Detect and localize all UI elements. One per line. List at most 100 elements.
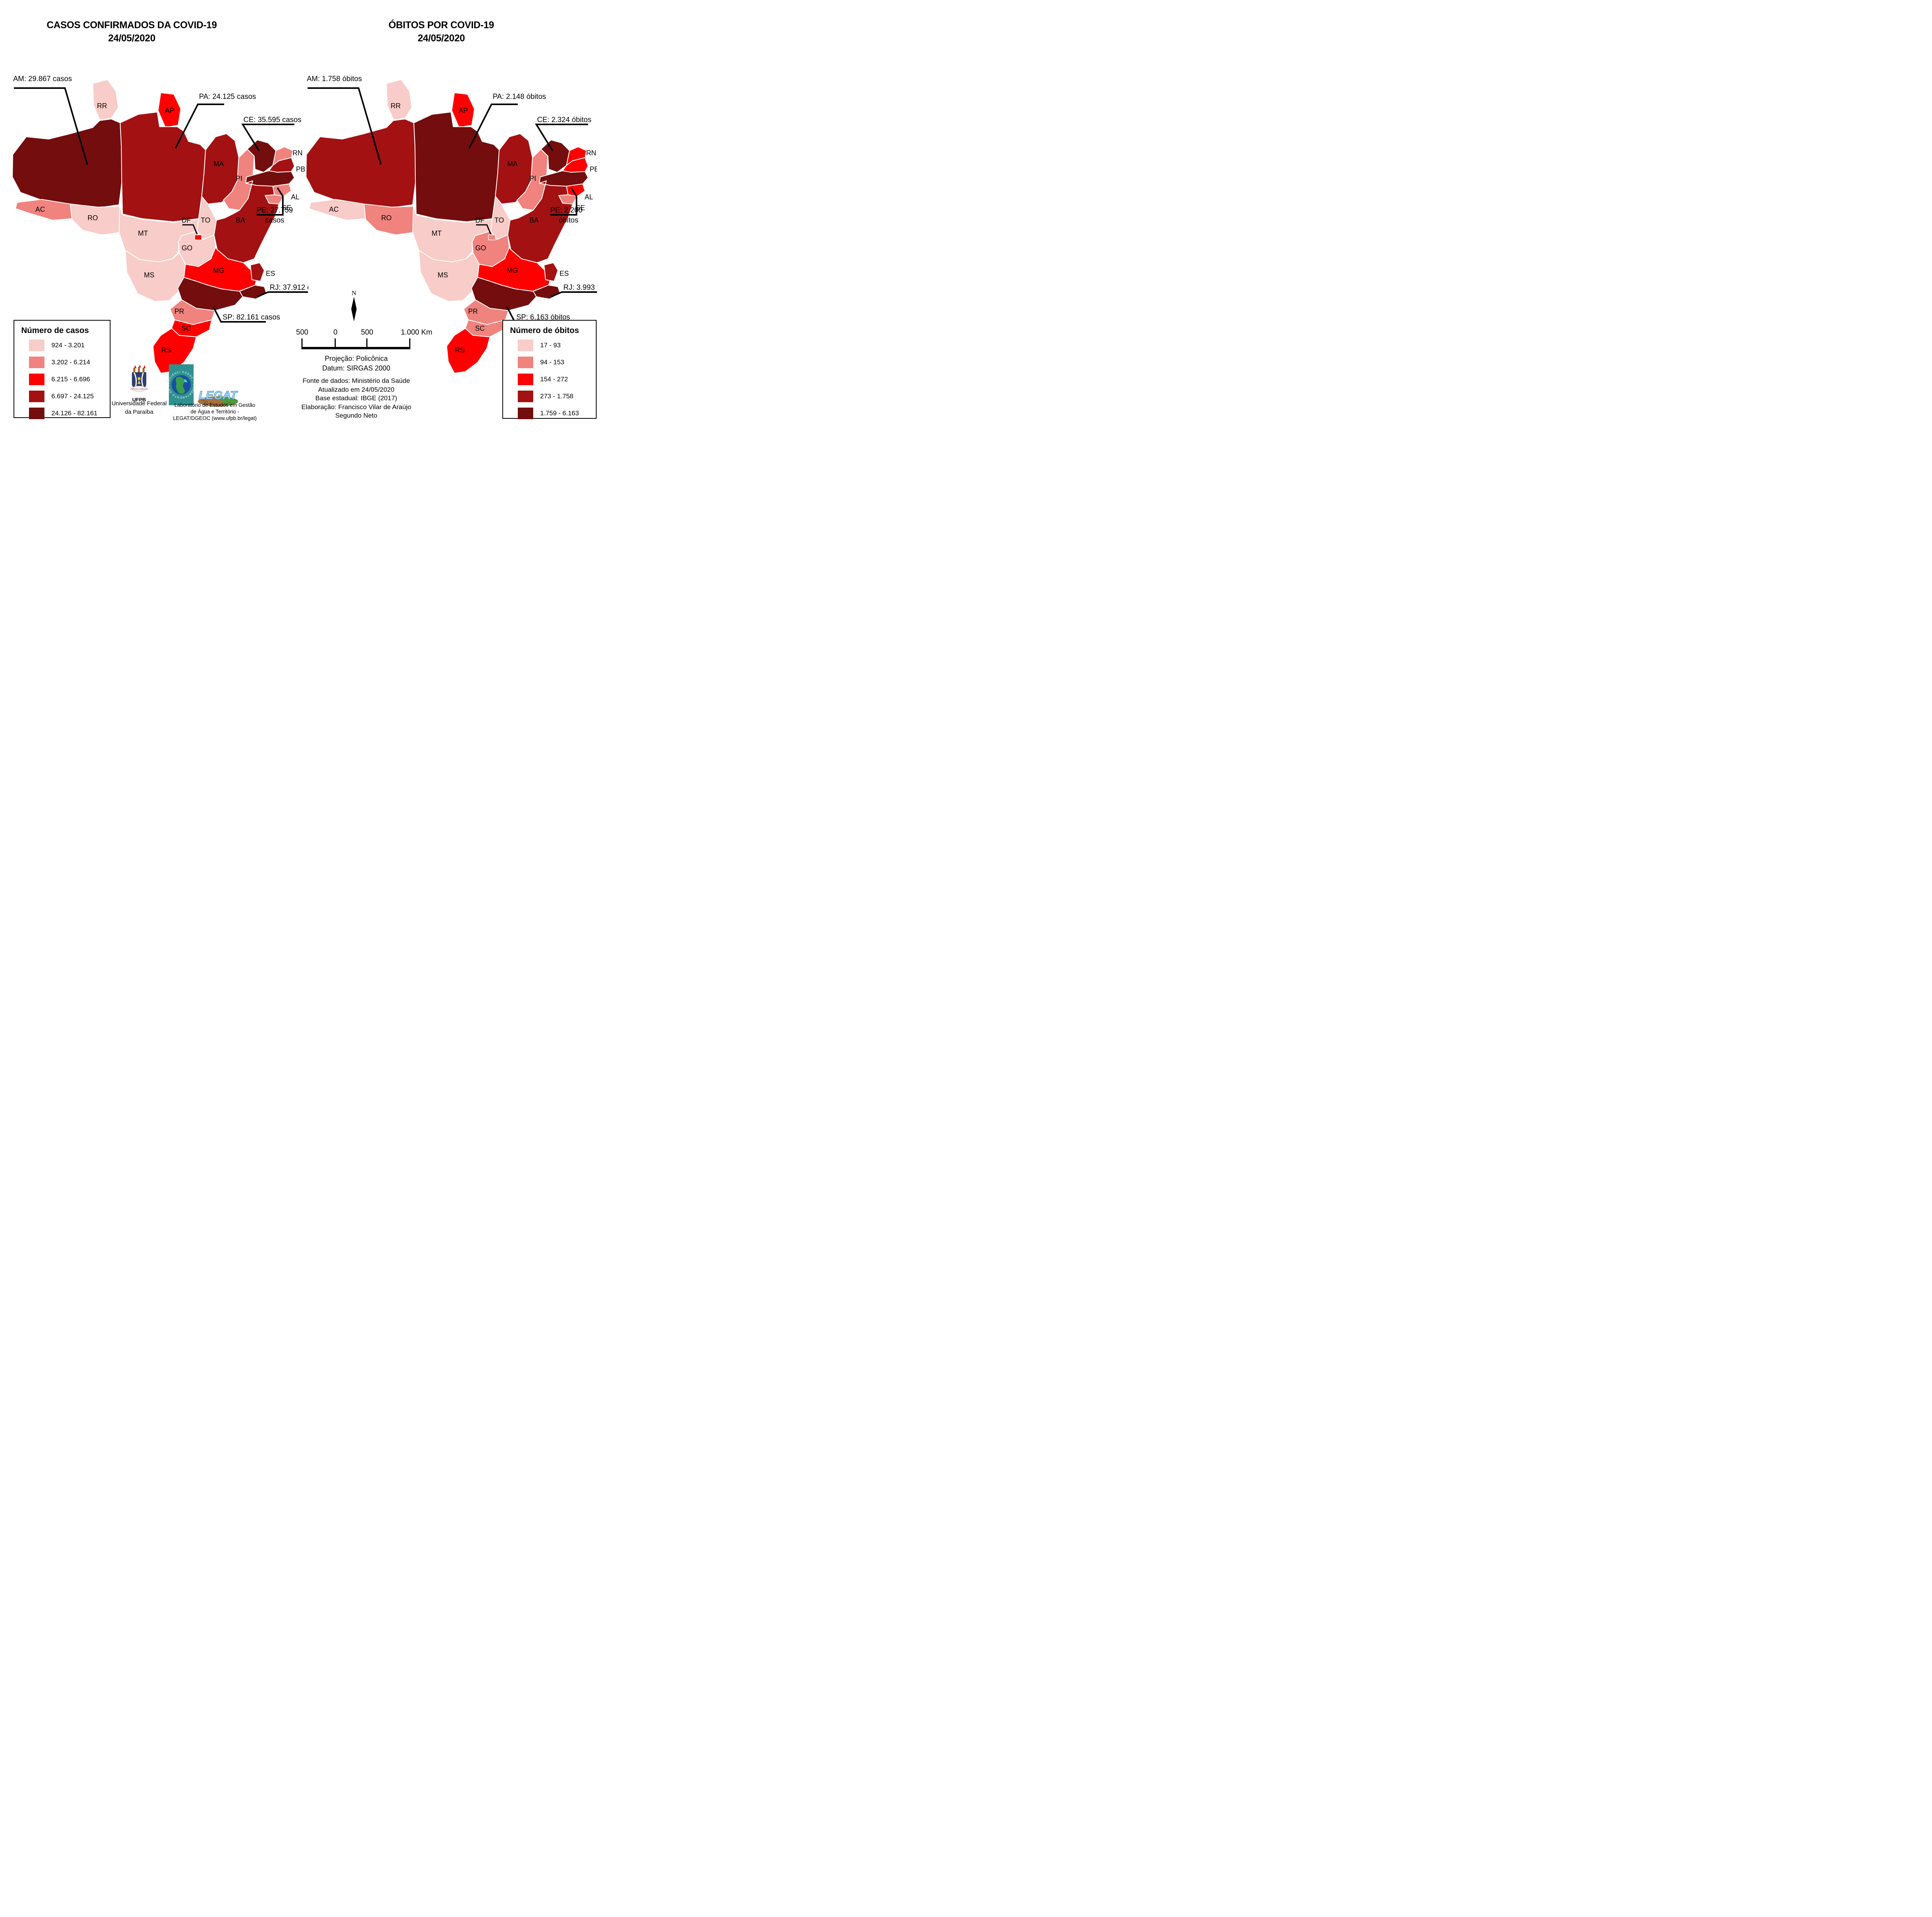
legend-row: 17 - 93 (518, 337, 596, 354)
state-ES-region (544, 262, 558, 282)
callout-PE_line2: óbitos (559, 216, 578, 224)
source-line: Segundo Neto (335, 412, 378, 419)
legend-row: 1.759 - 6.163 (518, 405, 596, 422)
state-AL-label: AL (585, 193, 593, 201)
state-SP-region (177, 277, 243, 311)
callout-CE: CE: 2.324 óbitos (537, 116, 591, 124)
callout-AM: AM: 1.758 óbitos (307, 75, 362, 83)
legend-row: 924 - 3.201 (29, 337, 110, 354)
state-MS-label: MS (144, 271, 155, 279)
legend-swatch (29, 408, 44, 419)
state-PR-label: PR (174, 308, 184, 315)
legat-logo-icon: LEGAT (198, 389, 238, 406)
state-MA-label: MA (214, 160, 224, 168)
state-AP-label: AP (165, 107, 174, 114)
callout-leader-PA (468, 104, 518, 149)
state-SC-label: SC (475, 325, 485, 332)
ufpb-logo-block: SAPIENTIA AEDIFICAT UFPB (112, 365, 166, 403)
state-BA-label: BA (236, 216, 245, 224)
state-PA-region (413, 112, 500, 222)
state-RS-region (446, 328, 490, 374)
state-RO-label: RO (88, 214, 98, 222)
source-line: Atualizado em 24/05/2020 (318, 386, 395, 393)
state-RR-region (386, 79, 412, 120)
legend-range-label: 94 - 153 (540, 359, 565, 366)
state-SE-label: SE (282, 204, 291, 212)
title-deaths: ÓBITOS POR COVID-19 24/05/2020 (364, 19, 519, 45)
state-ES-label: ES (560, 270, 569, 277)
state-DF-region (194, 235, 202, 240)
scale-label-2: 500 (361, 328, 373, 336)
callout-SP: SP: 6.163 óbitos (516, 313, 570, 321)
state-MG-label: MG (213, 267, 224, 274)
callout-leader-PE_line1 (257, 187, 284, 216)
callout-leader-AM (308, 87, 382, 165)
legend-deaths: Número de óbitos 17 - 93 94 - 153 154 - 27… (502, 320, 597, 419)
state-TO-label: TO (201, 216, 211, 224)
state-AP-region (451, 92, 475, 128)
state-MG-label: MG (507, 267, 518, 274)
legend-range-label: 6.697 - 24.125 (51, 393, 94, 400)
state-GO-label: GO (182, 244, 192, 252)
legend-row: 24.126 - 82.161 (29, 405, 110, 422)
source-info: Fonte de dados: Ministério da Saúde Atua… (267, 377, 446, 420)
callout-RJ: RJ: 37.912 casos (270, 284, 308, 292)
state-BA-region (507, 180, 573, 263)
callout-PE_line1: PE: 2.200 (550, 206, 582, 214)
legend-swatch (518, 391, 533, 402)
north-arrow-icon (351, 297, 357, 321)
title-cases-line1: CASOS CONFIRMADOS DA COVID-19 (46, 20, 217, 31)
state-ES-label: ES (266, 270, 275, 277)
state-RR-label: RR (97, 102, 107, 110)
legend-swatch (518, 340, 533, 351)
scale-label-1: 0 (333, 328, 338, 336)
state-RS-label: RS (161, 346, 171, 354)
legend-cases-title: Número de casos (21, 326, 89, 335)
legend-range-label: 154 - 272 (540, 376, 568, 383)
source-line: Base estadual: IBGE (2017) (315, 394, 397, 402)
legend-swatch (518, 374, 533, 385)
scale-tick (301, 338, 303, 348)
state-RN-label: RN (586, 149, 596, 157)
ufpb-caption-line1: Universidade Federal (111, 400, 167, 407)
state-AP-region (158, 92, 181, 128)
df-leader-line (182, 224, 198, 235)
state-PB-label: PB (590, 165, 597, 173)
legat-caption: Laboratório de Estudos em Gestão de Água… (164, 402, 265, 421)
state-PR-label: PR (468, 308, 478, 315)
legend-row: 6.697 - 24.125 (29, 388, 110, 405)
title-deaths-line1: ÓBITOS POR COVID-19 (388, 20, 494, 31)
state-PI-label: PI (529, 175, 536, 182)
callout-AM: AM: 29.867 casos (13, 75, 72, 83)
scale-tick (366, 338, 367, 348)
state-BA-region (214, 180, 279, 263)
north-arrow-label: N (352, 289, 356, 297)
callout-leader-PA (175, 104, 224, 149)
legend-range-label: 1.759 - 6.163 (540, 410, 579, 417)
state-SE-label: SE (576, 204, 585, 212)
state-BA-label: BA (529, 216, 539, 224)
ufpb-caption: Universidade Federal da Paraíba (108, 399, 170, 416)
callout-RJ: RJ: 3.993 óbitos (563, 284, 597, 292)
state-AC-region (309, 199, 366, 221)
callout-leader-CE (535, 124, 588, 151)
state-MT-label: MT (138, 229, 148, 237)
source-line: Fonte de dados: Ministério da Saúde (303, 377, 410, 384)
legend-swatch (29, 391, 44, 402)
state-PB-label: PB (296, 165, 305, 173)
callout-leader-AM (14, 87, 88, 165)
legend-range-label: 6.215 - 6.696 (51, 376, 90, 383)
legat-caption-line3: LEGAT/DGEOC (www.ufpb.br/legat) (173, 415, 257, 421)
state-RR-region (92, 79, 119, 120)
ufpb-crest-icon: SAPIENTIA AEDIFICAT (130, 365, 148, 392)
scale-tick (335, 338, 336, 348)
legend-swatch (518, 408, 533, 419)
callout-leader-RJ (257, 291, 308, 297)
state-AM-region (12, 119, 122, 208)
covid-map-poster: CASOS CONFIRMADOS DA COVID-19 24/05/2020… (0, 0, 597, 422)
scale-bar: 500 0 500 1.000 Km (296, 328, 432, 349)
legat-caption-line1: Laboratório de Estudos em Gestão (174, 402, 255, 408)
state-SP-region (471, 277, 537, 311)
state-AM-region (306, 119, 416, 208)
